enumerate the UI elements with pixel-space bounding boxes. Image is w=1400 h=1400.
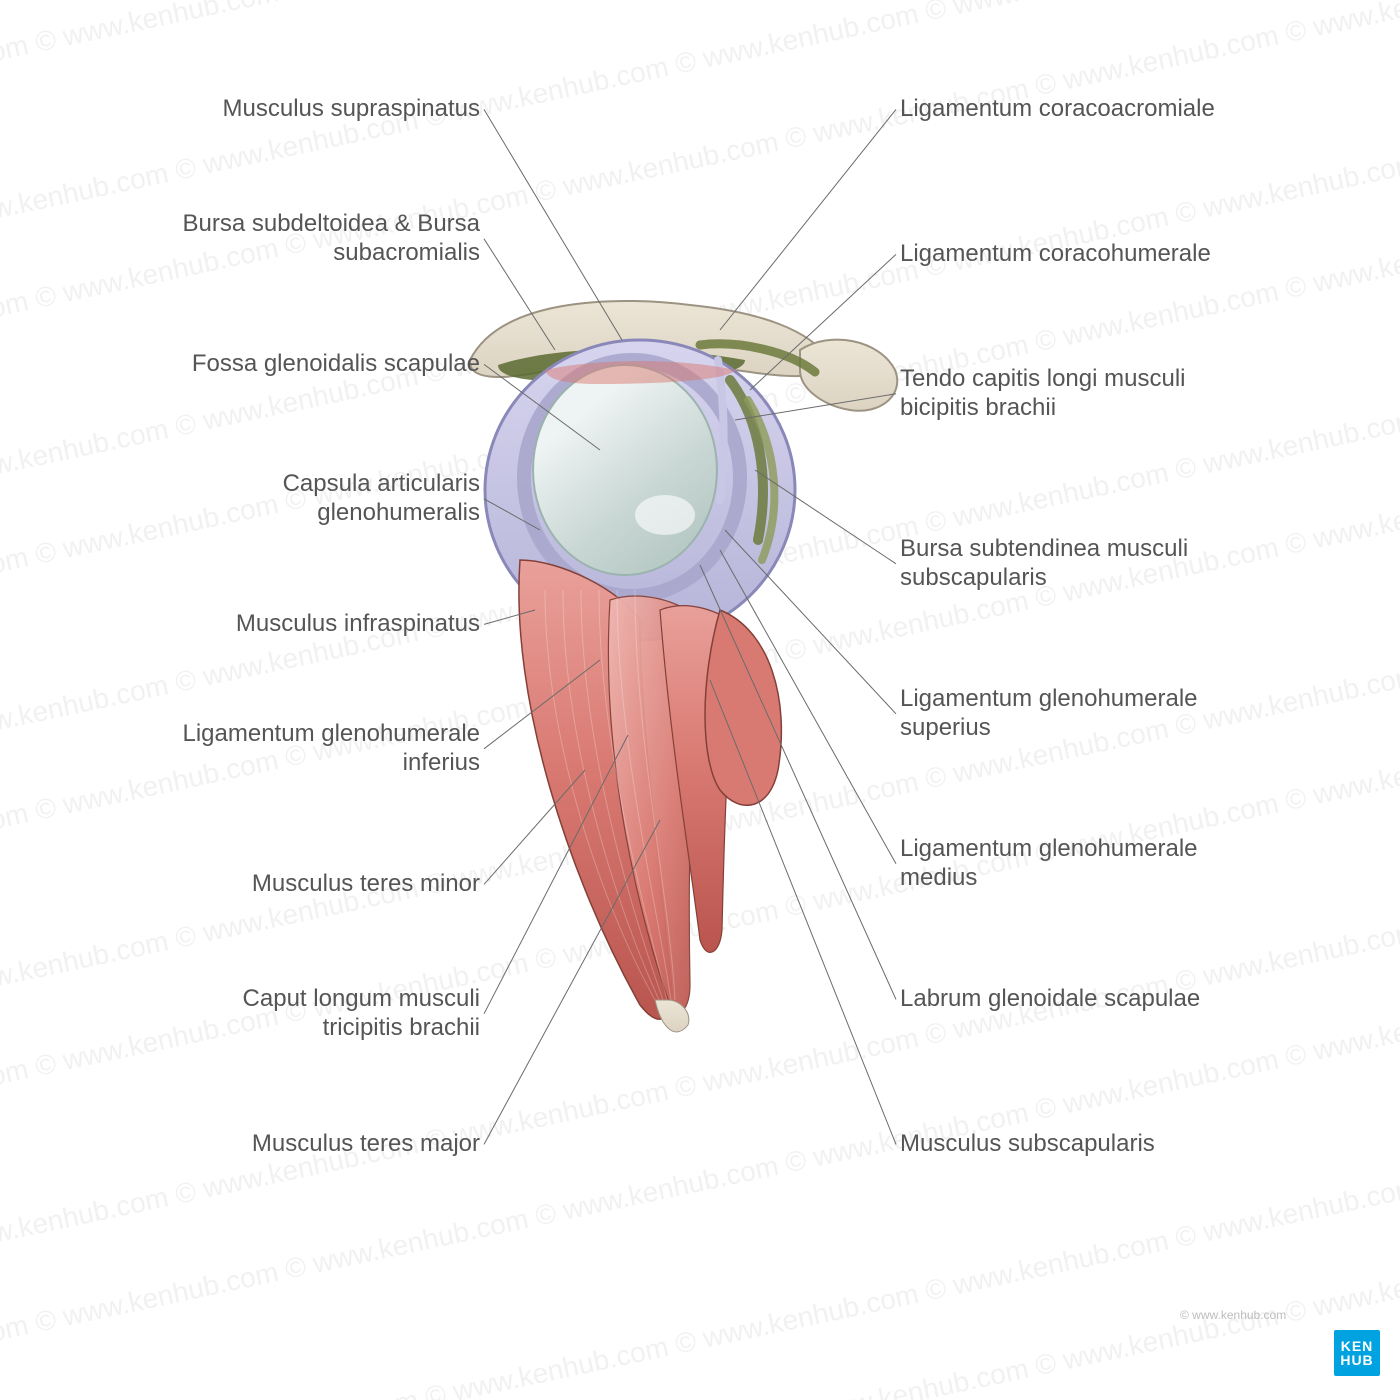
diagram-stage: www.kenhub.com © www.kenhub.com © www.ke… bbox=[0, 0, 1400, 1400]
logo-line1: KEN bbox=[1341, 1339, 1374, 1353]
label-subscapularis: Musculus subscapularis bbox=[900, 1130, 1320, 1159]
label-supraspinatus: Musculus supraspinatus bbox=[120, 95, 480, 124]
label-lig-coracohum: Ligamentum coracohumerale bbox=[900, 240, 1320, 269]
label-lig-coracoacr: Ligamentum coracoacromiale bbox=[900, 95, 1320, 124]
label-labrum: Labrum glenoidale scapulae bbox=[900, 985, 1320, 1014]
label-triceps-long: Caput longum musculi tricipitis brachii bbox=[120, 985, 480, 1043]
copyright-text: © www.kenhub.com bbox=[1180, 1308, 1286, 1322]
label-teres-major: Musculus teres major bbox=[120, 1130, 480, 1159]
label-lig-inf: Ligamentum glenohumerale inferius bbox=[120, 720, 480, 778]
label-lig-sup: Ligamentum glenohumerale superius bbox=[900, 685, 1320, 743]
label-bursa-subdelt: Bursa subdeltoidea & Bursa subacromialis bbox=[120, 210, 480, 268]
kenhub-logo: KEN HUB bbox=[1334, 1330, 1380, 1376]
label-capsula: Capsula articularis glenohumeralis bbox=[120, 470, 480, 528]
label-fossa-glenoid: Fossa glenoidalis scapulae bbox=[120, 350, 480, 379]
logo-line2: HUB bbox=[1340, 1353, 1373, 1367]
label-lig-med: Ligamentum glenohumerale medius bbox=[900, 835, 1320, 893]
label-infraspinatus: Musculus infraspinatus bbox=[120, 610, 480, 639]
label-tendo-biceps: Tendo capitis longi musculi bicipitis br… bbox=[900, 365, 1320, 423]
label-teres-minor: Musculus teres minor bbox=[120, 870, 480, 899]
label-bursa-subscap: Bursa subtendinea musculi subscapularis bbox=[900, 535, 1320, 593]
